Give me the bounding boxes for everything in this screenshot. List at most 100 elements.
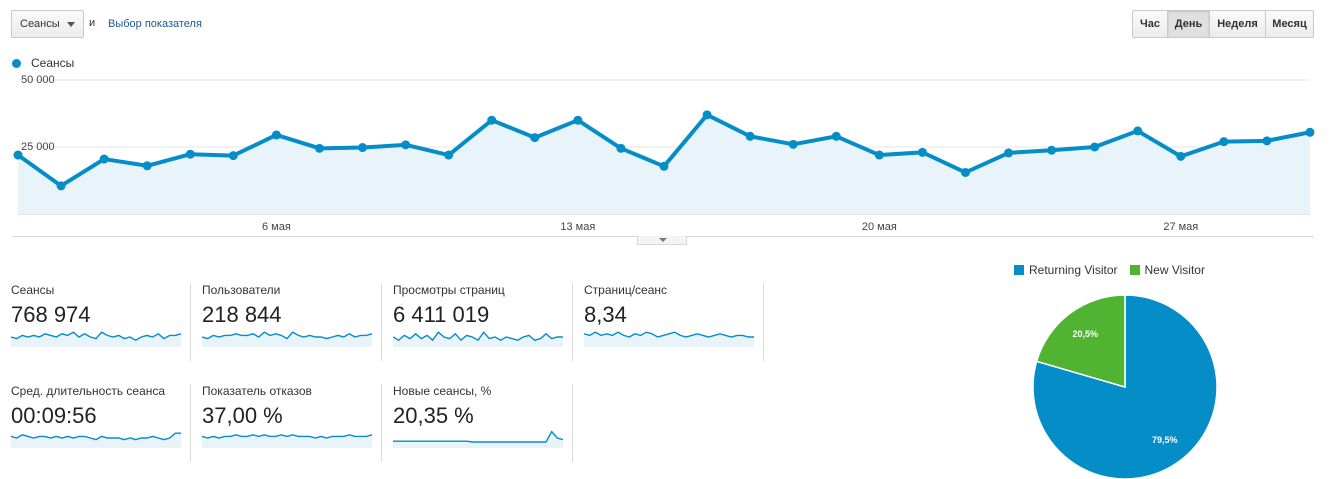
sparkline-line	[393, 331, 563, 342]
sparkline-line	[393, 430, 564, 443]
y-tick-label: 50 000	[21, 75, 55, 86]
sparkline-line	[202, 331, 373, 340]
x-tick-label: 20 мая	[862, 221, 897, 233]
data-point[interactable]	[1219, 137, 1229, 147]
data-point[interactable]	[702, 110, 712, 120]
data-point[interactable]	[831, 131, 841, 141]
scorecard-label: Показатель отказов	[202, 384, 312, 398]
scorecard-users[interactable]: Пользователи 218 844	[202, 283, 382, 361]
metric-select[interactable]: Сеансы	[11, 10, 84, 38]
period-week-button[interactable]: Неделя	[1209, 10, 1266, 38]
scorecard-value: 8,34	[584, 302, 627, 327]
data-point[interactable]	[917, 147, 927, 157]
scorecard-new-sessions[interactable]: Новые сеансы, % 20,35 %	[393, 384, 573, 462]
data-point[interactable]	[788, 139, 798, 149]
pie-legend: Returning Visitor New Visitor	[1014, 263, 1217, 277]
data-point[interactable]	[314, 143, 324, 153]
sparkline-line	[202, 434, 373, 439]
data-point[interactable]	[745, 131, 755, 141]
period-month-button[interactable]: Месяц	[1265, 10, 1314, 38]
scorecard-value: 768 974	[11, 302, 91, 327]
legend-swatch	[1014, 265, 1024, 275]
legend-item-returning-visitor[interactable]: Returning Visitor	[1014, 263, 1118, 277]
legend-label: New Visitor	[1144, 263, 1205, 277]
data-point[interactable]	[530, 133, 540, 143]
sessions-line-chart: 50 000 25 000 6 мая 13 мая 20 мая 27 мая	[13, 75, 1315, 233]
scorecard-value: 6 411 019	[393, 302, 490, 327]
data-point[interactable]	[401, 140, 411, 150]
scorecard-pageviews[interactable]: Просмотры страниц 6 411 019	[393, 283, 573, 361]
x-tick-label: 27 мая	[1163, 221, 1198, 233]
data-point[interactable]	[99, 154, 109, 164]
scorecard-bounce-rate[interactable]: Показатель отказов 37,00 %	[202, 384, 382, 462]
data-point[interactable]	[659, 161, 669, 171]
sparkline	[584, 331, 754, 347]
scorecard-pages-per-session[interactable]: Страниц/сеанс 8,34	[584, 283, 764, 361]
select-metric-link[interactable]: Выбор показателя	[108, 18, 202, 30]
data-point[interactable]	[1176, 151, 1186, 161]
scorecard-value: 37,00 %	[202, 403, 283, 428]
scorecard-label: Сеансы	[11, 283, 55, 297]
data-point[interactable]	[444, 150, 454, 160]
series-color-dot	[12, 58, 21, 68]
visitor-type-pie-chart: 79,5% 20,5%	[1032, 294, 1218, 479]
sparkline-line	[584, 331, 754, 338]
data-point[interactable]	[56, 181, 66, 191]
legend-item-new-visitor[interactable]: New Visitor	[1129, 263, 1205, 277]
sparkline	[393, 331, 563, 347]
sparkline-area	[11, 433, 181, 448]
scorecard-label: Страниц/сеанс	[584, 283, 668, 297]
scorecard-value: 20,35 %	[393, 403, 474, 428]
x-tick-label: 13 мая	[560, 221, 595, 233]
data-point[interactable]	[573, 115, 583, 125]
data-point[interactable]	[228, 151, 238, 161]
collapse-chart-button[interactable]	[637, 236, 687, 245]
data-point[interactable]	[13, 150, 23, 160]
data-point[interactable]	[874, 150, 884, 160]
period-hour-button[interactable]: Час	[1132, 10, 1168, 38]
sparkline-area	[202, 434, 372, 448]
series-label: Сеансы	[31, 56, 75, 70]
data-point[interactable]	[1262, 136, 1272, 146]
legend-label: Returning Visitor	[1029, 263, 1118, 277]
period-day-button[interactable]: День	[1167, 10, 1210, 38]
sparkline	[11, 331, 182, 347]
scorecard-label: Сред. длительность сеанса	[11, 384, 166, 398]
data-point[interactable]	[1090, 142, 1100, 152]
scorecard-avg-session-duration[interactable]: Сред. длительность сеанса 00:09:56	[11, 384, 191, 462]
sparkline	[393, 430, 564, 448]
series-area	[18, 114, 1310, 214]
data-point[interactable]	[487, 115, 497, 125]
scorecard-label: Пользователи	[202, 283, 281, 297]
data-point[interactable]	[616, 143, 626, 153]
sparkline-area	[584, 332, 754, 347]
chart-legend: Сеансы	[12, 56, 74, 70]
scorecard-sessions[interactable]: Сеансы 768 974	[11, 283, 191, 361]
legend-swatch	[1129, 265, 1140, 275]
sparkline	[11, 432, 181, 448]
period-selector: Час День Неделя Месяц	[1132, 10, 1314, 38]
scorecard-label: Новые сеансы, %	[393, 384, 492, 398]
data-point[interactable]	[358, 143, 368, 153]
sparkline-area	[393, 332, 563, 347]
chevron-down-icon	[67, 22, 75, 27]
data-point[interactable]	[1133, 126, 1143, 136]
pie-slice-label: 20,5%	[1072, 329, 1098, 339]
scorecard-label: Просмотры страниц	[393, 283, 505, 297]
and-text: и	[89, 17, 96, 29]
data-point[interactable]	[142, 161, 152, 171]
data-point[interactable]	[960, 167, 970, 177]
data-point[interactable]	[1047, 145, 1057, 155]
scorecard-value: 00:09:56	[11, 403, 97, 428]
chevron-down-icon	[659, 238, 667, 242]
data-point[interactable]	[271, 130, 281, 140]
data-point[interactable]	[185, 149, 195, 159]
pie-slice[interactable]	[1035, 294, 1126, 388]
data-point[interactable]	[1004, 148, 1014, 158]
sparkline-area	[11, 332, 181, 347]
y-tick-label: 25 000	[21, 141, 55, 153]
data-point[interactable]	[1305, 127, 1315, 137]
scorecard-value: 218 844	[202, 302, 282, 327]
sparkline-area	[393, 431, 563, 448]
x-tick-label: 6 мая	[262, 221, 291, 233]
